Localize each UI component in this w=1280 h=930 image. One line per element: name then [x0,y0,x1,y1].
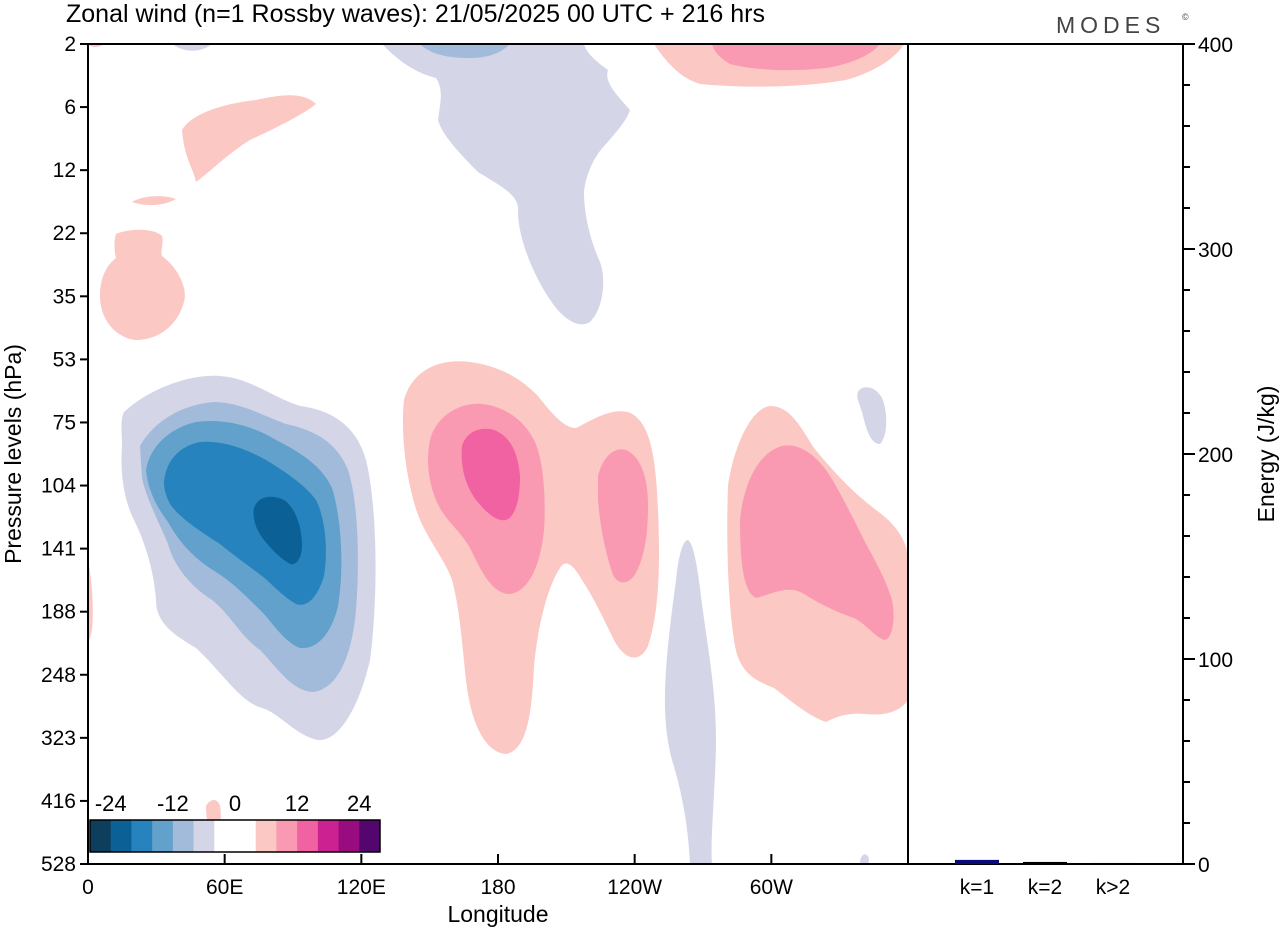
contour-panel [88,44,908,864]
colorbar-tick-label: 12 [285,791,309,816]
x-tick-label: 180 [480,876,515,899]
stratosphere-easterly-patch-2 [132,196,176,206]
energy-tick-label: 100 [1198,649,1233,672]
surface-westerly-patch [860,854,869,864]
energy-panel: 0 100 200 300 400 k=1 k=2 k>2 Energy (J/kg) [908,34,1279,899]
energy-tick-label: 0 [1198,854,1210,877]
colorbar-swatch [276,820,298,852]
upper-easterly-cap-inner [712,44,880,71]
westerly-core [253,496,302,565]
colorbar-swatch [90,820,112,852]
y-tick-label: 323 [41,727,76,750]
lower-westerly-patch [857,387,887,444]
brand-logo: MODES [1056,12,1165,38]
y-tick-label: 141 [41,538,76,561]
x-tick-label: 120W [607,876,662,899]
y-tick-label: 12 [53,159,76,182]
pressure-axis: 2 6 12 22 35 53 75 104 141 188 248 323 416 528 [41,33,88,876]
colorbar-swatch [131,820,153,852]
energy-category-label: k=1 [960,876,994,899]
brand-mark: © [1182,12,1189,22]
x-tick-label: 60E [206,876,243,899]
easterly-maximum [461,428,520,521]
colorbar-swatch [193,820,215,852]
y-axis-label: Pressure levels (hPa) [0,344,26,564]
colorbar-swatch [359,820,381,852]
energy-axis-label: Energy (J/kg) [1253,386,1279,523]
energy-bar [1023,861,1067,864]
x-tick-label: 120E [337,876,386,899]
westerly-system-level-5 [196,458,252,482]
y-tick-label: 2 [64,33,76,56]
energy-axis: 0 100 200 300 400 [1183,34,1233,877]
x-tick-label: 0 [82,876,94,899]
colorbar-swatch [297,820,319,852]
colorbar-swatch [338,820,360,852]
colorbar-tick-label: -24 [95,791,127,816]
energy-bar [955,859,999,864]
y-tick-label: 188 [41,601,76,624]
easterly-system-level-2b [598,449,648,583]
colorbar-swatch [255,820,277,852]
y-tick-label: 104 [41,475,76,498]
energy-category-label: k=2 [1028,876,1062,899]
y-tick-label: 6 [64,96,76,119]
y-tick-label: 35 [53,285,76,308]
brand-name: MODES [1056,12,1165,38]
left-edge-easterly-patch [88,560,93,642]
y-tick-label: 22 [53,222,76,245]
stratosphere-westerly-core [420,44,510,58]
stratosphere-westerly-tongue [172,44,630,325]
y-tick-label: 528 [41,853,76,876]
colorbar-tick-label: 24 [347,791,371,816]
colorbar-tick-label: 0 [229,791,241,816]
energy-tick-label: 200 [1198,444,1233,467]
colorbar-tick-label: -12 [157,791,189,816]
longitude-axis: 0 60E 120E 180 120W 60W [82,854,793,899]
colorbar: -24 -12 0 12 24 [89,791,381,853]
stratosphere-westerly-edge [172,44,212,51]
energy-tick-label: 300 [1198,239,1233,262]
colorbar-swatch [214,820,236,852]
easterly-band-level-2 [740,445,894,640]
energy-tick-label: 400 [1198,34,1233,57]
energy-bar [1091,862,1135,864]
westerly-system-level-4 [164,441,326,605]
stratosphere-easterly-patch-3 [100,229,185,340]
chart-title: Zonal wind (n=1 Rossby waves): 21/05/202… [66,0,765,28]
y-tick-label: 75 [53,411,76,434]
x-tick-label: 60W [750,876,793,899]
energy-category-label: k>2 [1096,876,1130,899]
y-tick-label: 248 [41,664,76,687]
colorbar-swatch [110,820,132,852]
x-axis-label: Longitude [447,901,548,927]
colorbar-swatch [317,820,340,852]
colorbar-swatch [152,820,174,852]
colorbar-swatch [235,820,257,852]
colorbar-frame [89,819,381,853]
y-tick-label: 416 [41,790,76,813]
colorbar-swatch [172,820,195,852]
lower-westerly-strip [664,540,716,864]
y-tick-label: 53 [53,348,76,371]
stratosphere-easterly-patch-1 [182,95,316,182]
energy-bars: k=1 k=2 k>2 [955,859,1135,899]
